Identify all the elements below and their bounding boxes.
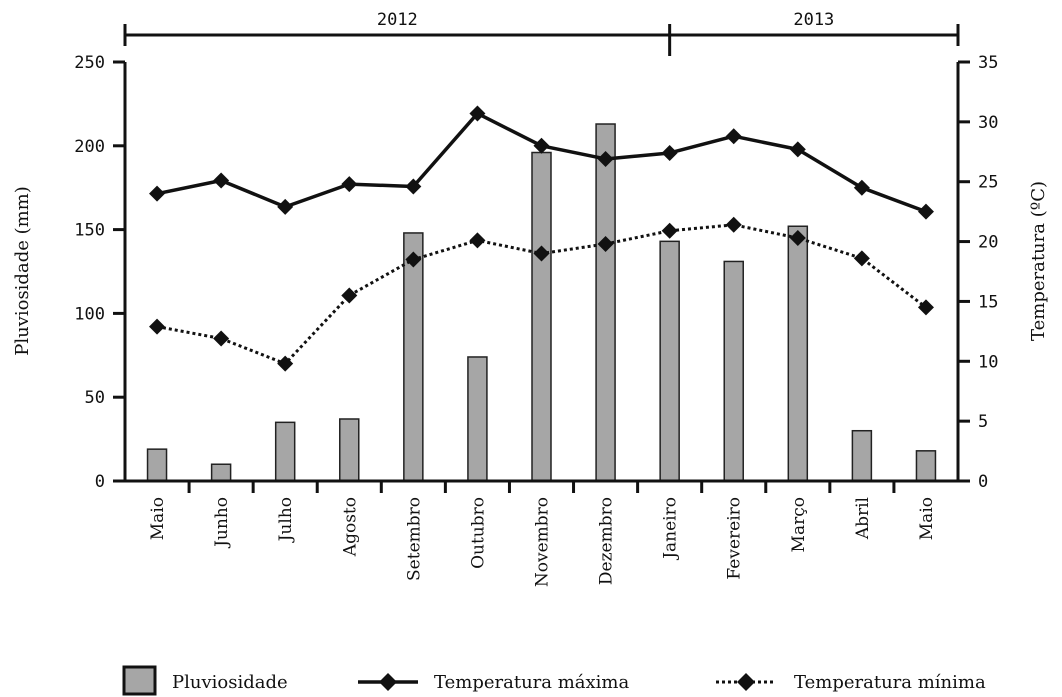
tmin-point [341,287,358,304]
y-right-tick-label: 20 [978,233,998,253]
tmax-point [341,176,358,193]
rainfall-bar [274,421,296,482]
legend-label-tmax: Temperatura máxima [434,672,630,693]
y-left-tick-label: 0 [95,472,105,492]
legend-bar-swatch [122,665,157,696]
legend: Pluviosidade Temperatura máxima Temperatur… [122,665,986,696]
rainfall-bar [787,225,809,482]
tmax-point [405,178,422,195]
rainfall-bars [146,123,937,482]
tmax-point [469,105,486,122]
month-label: Outubro [468,497,488,569]
tmax-point [789,141,806,158]
tmin-point [917,299,934,316]
rainfall-bar [659,240,680,482]
y-right-tick-label: 15 [978,292,998,312]
y-axis-left-title: Pluviosidade (mm) [12,186,33,356]
legend-label-tmin: Temperatura mínima [794,672,986,693]
tmax-point [917,203,934,220]
axis-titles: Pluviosidade (mm) Temperatura (ºC) [12,181,1049,356]
tmin-point [597,235,614,252]
y-left-tick-label: 50 [85,388,105,408]
tmin-point [149,318,166,335]
y-right-tick-label: 25 [978,173,998,193]
month-label: Maio [917,497,937,540]
month-label: Novembro [533,497,553,587]
tmin-point [213,330,230,347]
month-label: Julho [276,497,296,543]
tmin-point [469,232,486,249]
legend-label-rainfall: Pluviosidade [172,672,288,693]
y-right-tick-label: 10 [978,352,998,372]
y-right-tick-label: 30 [978,113,998,133]
tmax-point [277,198,294,215]
y-right-tick-label: 5 [978,412,988,432]
temperature-lines [149,105,934,372]
y-left-tick-label: 200 [74,137,105,157]
tmax-point [213,172,230,189]
month-label: Setembro [404,497,424,581]
month-label: Maio [148,497,168,540]
rainfall-bar [915,450,937,482]
month-label: Abril [853,497,873,540]
tmin-point [405,251,422,268]
tmax-point [533,137,550,154]
tmin-point [661,222,678,239]
rainfall-bar [851,429,873,482]
tmax-point [149,185,166,202]
chart-axes: 0 50 100 150 200 250 0 5 10 15 20 25 30 35 [74,53,998,493]
rainfall-bar [467,356,488,482]
rainfall-bar [210,463,232,482]
month-label: Dezembro [597,497,617,585]
year-label-2012: 2012 [377,10,418,30]
rainfall-bar [723,260,744,482]
tmin-point [533,245,550,262]
month-label: Fevereiro [725,497,745,580]
rainfall-bar [146,448,168,482]
tmax-point [661,144,678,161]
rainfall-bar [339,418,360,482]
tmax-point [853,179,870,196]
tmin-point [277,355,294,372]
rainfall-bar [403,232,424,482]
legend-tmax-marker [379,673,397,691]
y-axis-right-title: Temperatura (ºC) [1028,181,1049,341]
tmin-point [789,229,806,246]
legend-tmin-marker [737,673,755,691]
tmin-point [725,216,742,233]
year-label-2013: 2013 [793,10,834,30]
tmax-point [597,150,614,167]
y-left-tick-label: 100 [74,304,105,324]
tmax-point [725,128,742,145]
year-bracket: 2012 2013 [123,10,960,56]
month-label: Junho [212,497,232,549]
month-label: Março [789,497,809,552]
y-left-tick-label: 150 [74,221,105,241]
rainfall-bar [531,151,552,482]
month-labels: Maio Junho Julho Agosto Setembro Outubro Novem… [148,497,937,587]
y-left-tick-label: 250 [74,53,105,73]
month-label: Agosto [340,497,360,557]
y-right-tick-label: 0 [978,472,988,492]
y-right-tick-label: 35 [978,53,998,73]
tmin-point [853,250,870,267]
month-label: Janeiro [661,497,681,561]
rainfall-bar [595,123,616,482]
